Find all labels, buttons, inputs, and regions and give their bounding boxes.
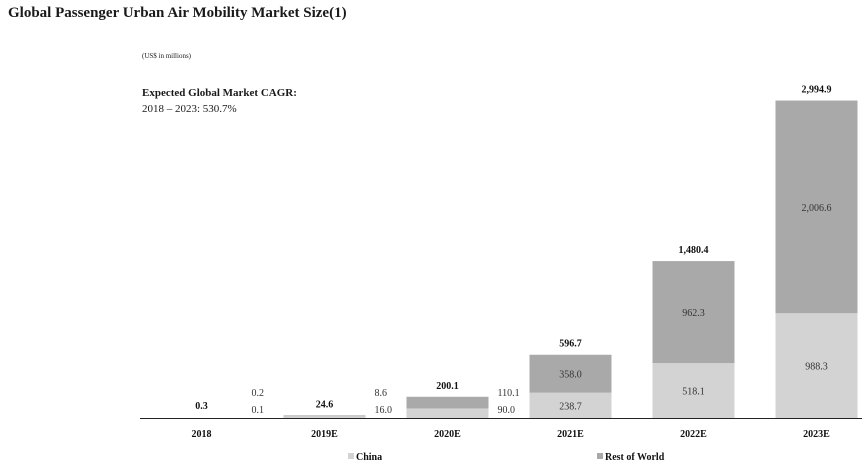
chart-title: Global Passenger Urban Air Mobility Mark… xyxy=(8,5,347,21)
x-tick-label-2018: 2018 xyxy=(192,429,212,440)
bar-china-2022E xyxy=(652,363,735,418)
total-label-2022E: 1,480.4 xyxy=(679,245,709,256)
data-label-china-2018: 0.1 xyxy=(252,405,265,416)
bar-rest-of-world-2020E xyxy=(406,396,489,409)
cagr-value: 2018 – 2023: 530.7% xyxy=(142,103,237,115)
cagr-label: Expected Global Market CAGR: xyxy=(142,87,297,99)
x-tick-label-2022E: 2022E xyxy=(680,429,707,440)
bar-china-2021E xyxy=(529,392,612,418)
x-tick-label-2019E: 2019E xyxy=(311,429,338,440)
data-label-rest-of-world-2019E: 8.6 xyxy=(375,388,388,399)
legend-swatch-rest-of-world xyxy=(597,453,603,459)
x-tick-label-2021E: 2021E xyxy=(557,429,584,440)
total-label-2018: 0.3 xyxy=(195,401,208,412)
data-label-rest-of-world-2020E: 110.1 xyxy=(498,388,520,399)
data-label-china-2022E: 518.1 xyxy=(682,387,705,398)
data-label-rest-of-world-2018: 0.2 xyxy=(252,388,265,399)
bar-rest-of-world-2022E xyxy=(652,261,735,364)
data-label-china-2019E: 16.0 xyxy=(375,405,393,416)
data-label-china-2020E: 90.0 xyxy=(498,405,516,416)
data-label-rest-of-world-2021E: 358.0 xyxy=(559,370,582,381)
x-tick-label-2020E: 2020E xyxy=(434,429,461,440)
total-label-2019E: 24.6 xyxy=(316,399,334,410)
total-label-2021E: 596.7 xyxy=(559,339,582,350)
bar-rest-of-world-2019E xyxy=(283,415,366,417)
bar-rest-of-world-2023E xyxy=(775,100,858,314)
legend-label-rest-of-world: Rest of World xyxy=(605,452,665,463)
data-label-china-2023E: 988.3 xyxy=(805,362,828,373)
legend-swatch-china xyxy=(348,453,354,459)
data-label-china-2021E: 238.7 xyxy=(559,401,582,412)
x-tick-label-2023E: 2023E xyxy=(803,429,830,440)
bar-china-2023E xyxy=(775,313,858,418)
legend-label-china: China xyxy=(356,452,382,463)
total-label-2020E: 200.1 xyxy=(436,381,459,392)
bar-china-2019E xyxy=(283,416,366,418)
bar-rest-of-world-2021E xyxy=(529,354,612,393)
total-label-2023E: 2,994.9 xyxy=(802,85,832,96)
unit-note: (US$ in millions) xyxy=(142,52,192,60)
data-label-rest-of-world-2023E: 2,006.6 xyxy=(802,203,832,214)
data-label-rest-of-world-2022E: 962.3 xyxy=(682,308,705,319)
bar-china-2020E xyxy=(406,408,489,418)
